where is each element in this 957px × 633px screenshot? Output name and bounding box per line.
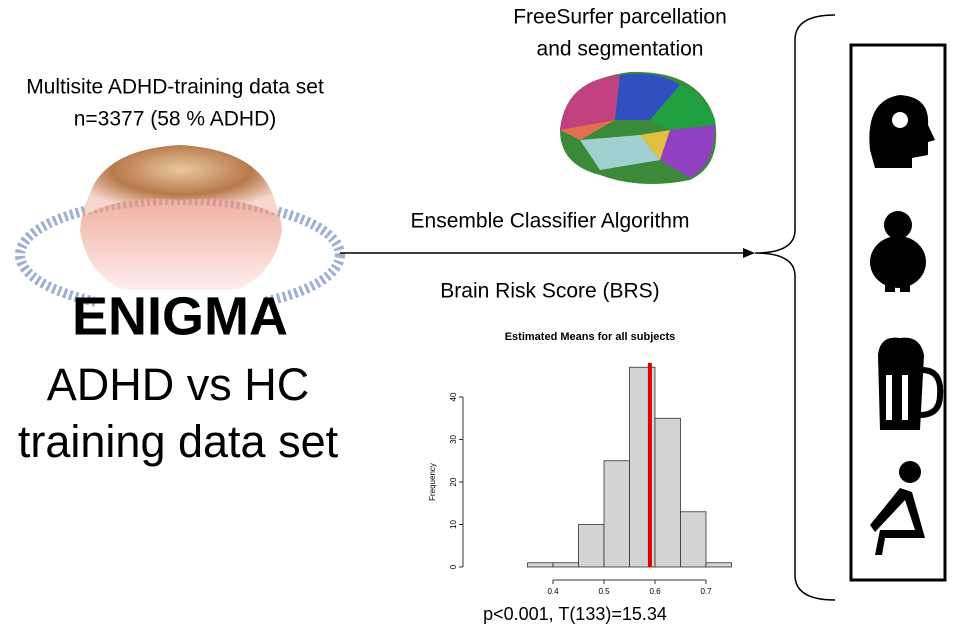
left-title: Multisite ADHD-training data set — [26, 76, 324, 99]
arrow-label: Ensemble Classifier Algorithm — [411, 210, 690, 233]
bracket — [754, 14, 836, 601]
bar — [654, 417, 681, 568]
stats-label: p<0.001, T(133)=15.34 — [483, 604, 667, 624]
caption-line: training data set — [18, 416, 339, 467]
bar — [527, 562, 554, 568]
freesurfer-label: FreeSurfer parcellation — [513, 6, 727, 29]
enigma-logo: ENIGMA — [72, 286, 288, 346]
y-tick-label: 40 — [449, 392, 458, 401]
x-tick-label: 0.5 — [598, 587, 610, 596]
bar — [705, 562, 732, 568]
icons — [869, 95, 944, 555]
y-tick-label: 10 — [449, 520, 458, 529]
y-tick-label: 20 — [449, 477, 458, 486]
y-axis-label: Frequency — [428, 463, 437, 501]
dna-ring — [15, 195, 345, 315]
logo-bg — [95, 290, 265, 345]
parcellated-brain — [560, 71, 717, 184]
y-tick-label: 30 — [449, 435, 458, 444]
brs-label: Brain Risk Score (BRS) — [440, 280, 659, 303]
brain-top — [85, 145, 278, 215]
x-tick-label: 0.7 — [700, 587, 712, 596]
arrow-head — [743, 248, 755, 258]
bar — [578, 524, 605, 568]
x-tick-label: 0.4 — [547, 587, 559, 596]
x-tick-label: 0.6 — [649, 587, 661, 596]
bar — [680, 511, 707, 568]
freesurfer-label: and segmentation — [537, 38, 704, 61]
y-tick-label: 0 — [449, 564, 458, 569]
bar — [603, 460, 630, 568]
bar — [552, 562, 579, 568]
chart-title: Estimated Means for all subjects — [505, 331, 676, 343]
left-subtitle: n=3377 (58 % ADHD) — [74, 108, 277, 131]
caption-line: ADHD vs HC — [47, 359, 310, 410]
